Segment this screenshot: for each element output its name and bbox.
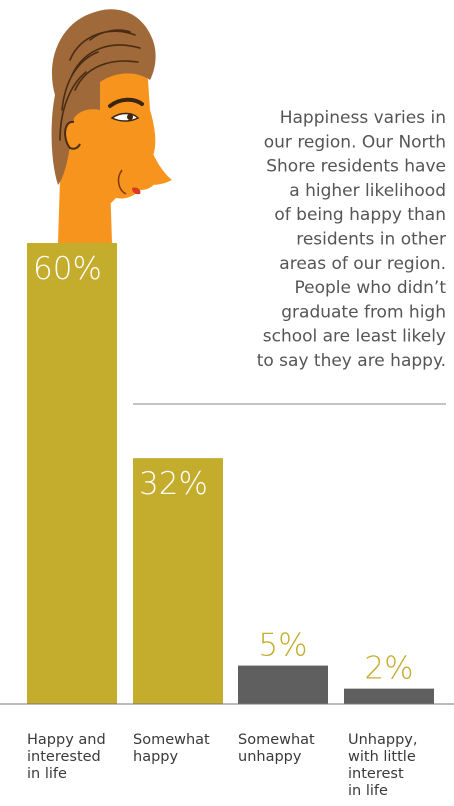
category-label-line: interested <box>27 749 101 765</box>
annotation-paragraph: Happiness varies in our region. Our North… <box>257 108 447 371</box>
bar-value-label: 60% <box>33 251 102 287</box>
illustration-pupil <box>127 114 133 120</box>
illustration-eyebrow <box>108 97 144 108</box>
bar-value-label: 5% <box>258 628 307 664</box>
category-label-line: in life <box>27 766 67 782</box>
bar-3 <box>344 688 434 704</box>
annotation-line: Shore residents have <box>266 157 446 177</box>
annotation-line: our region. Our North <box>264 132 446 152</box>
illustration-cheek-line <box>117 169 127 195</box>
illustration-ear <box>64 120 81 150</box>
illustration-hair <box>51 9 156 186</box>
value-labels-group: 60% 32% 5% 2% <box>33 251 414 687</box>
illustration-nose <box>140 120 172 185</box>
category-label-line: Somewhat <box>238 732 315 748</box>
bar-value-label: 32% <box>139 466 208 502</box>
bar-1 <box>133 458 223 704</box>
category-label-line: with little <box>348 749 416 765</box>
category-label-line: happy <box>133 749 178 765</box>
bar-2 <box>238 665 328 704</box>
annotation-line: People who didn’t <box>294 278 446 298</box>
category-label-line: in life <box>348 783 388 799</box>
annotation-line: Happiness varies in <box>280 108 446 128</box>
bar-0 <box>27 243 117 704</box>
annotation-line: a higher likelihood <box>289 181 446 201</box>
annotation-line: areas of our region. <box>279 254 446 274</box>
category-label-line: interest <box>348 766 404 782</box>
category-label-line: unhappy <box>238 749 302 765</box>
annotation-line: residents in other <box>296 230 446 250</box>
bar-value-label: 2% <box>364 651 413 687</box>
bars-group <box>27 243 434 704</box>
category-label-line: Happy and <box>27 732 106 748</box>
annotation-line: graduate from high <box>281 302 446 322</box>
annotation-line: to say they are happy. <box>257 351 446 371</box>
annotation-line: school are least likely <box>263 327 446 347</box>
annotation-line: of being happy than <box>274 205 446 225</box>
illustration-lips <box>132 187 141 195</box>
illustration-hair-lines <box>59 29 141 141</box>
category-label-line: Somewhat <box>133 732 210 748</box>
head-illustration <box>51 9 172 243</box>
category-label-line: Unhappy, <box>348 732 417 748</box>
